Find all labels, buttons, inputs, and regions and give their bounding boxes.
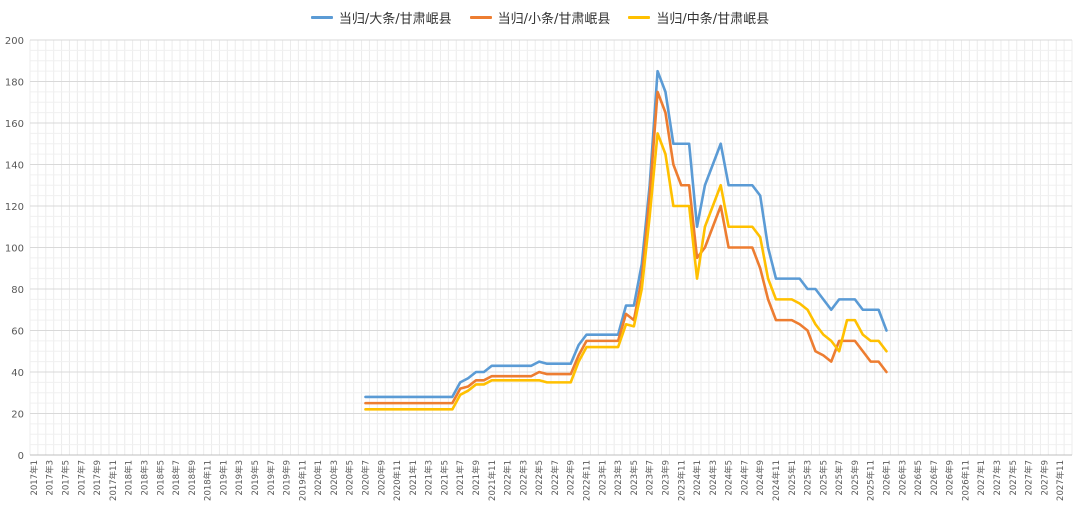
x-tick-label: 2024年11 xyxy=(771,460,782,501)
x-tick-label: 2025年5 xyxy=(818,460,829,496)
x-tick-label: 2020年9 xyxy=(376,460,387,496)
x-tick-label: 2018年11 xyxy=(203,460,214,501)
x-tick-label: 2018年1 xyxy=(124,460,135,496)
legend-item-series-3[interactable]: 当归/中条/甘肃岷县 xyxy=(628,8,769,27)
series-line-2[interactable] xyxy=(364,90,888,405)
x-tick-label: 2026年3 xyxy=(897,460,908,496)
x-tick-label: 2020年1 xyxy=(313,460,324,496)
x-tick-label: 2027年11 xyxy=(1055,460,1066,501)
legend-item-series-2[interactable]: 当归/小条/甘肃岷县 xyxy=(469,8,611,27)
x-tick-label: 2019年3 xyxy=(234,460,245,496)
x-tick-label: 2022年7 xyxy=(550,460,561,496)
x-axis: 2017年1 2017年3 2017年5 2017年7 2017年9 2017年11 201… xyxy=(29,460,1066,501)
x-tick-label: 2023年3 xyxy=(613,460,624,496)
x-tick-label: 2027年5 xyxy=(1008,460,1019,496)
x-tick-label: 2026年1 xyxy=(881,460,892,496)
legend-swatch-series-1 xyxy=(310,15,333,19)
x-tick-label: 2024年7 xyxy=(739,460,750,496)
legend: 当归/大条/甘肃岷县 当归/小条/甘肃岷县 当归/中条/甘肃岷县 xyxy=(0,6,1080,28)
legend-item-series-1[interactable]: 当归/大条/甘肃岷县 xyxy=(310,8,452,27)
x-tick-label: 2025年7 xyxy=(834,460,845,496)
series-lines xyxy=(364,69,888,411)
y-tick-label: 120 xyxy=(5,202,24,213)
x-tick-label: 2018年7 xyxy=(171,460,182,496)
y-tick-label: 80 xyxy=(11,285,24,296)
y-tick-label: 20 xyxy=(11,410,24,421)
x-tick-label: 2018年3 xyxy=(139,460,150,496)
x-tick-label: 2026年11 xyxy=(960,460,971,501)
x-tick-label: 2021年7 xyxy=(455,460,466,496)
x-tick-label: 2022年11 xyxy=(582,460,593,501)
x-tick-label: 2017年1 xyxy=(29,460,40,496)
x-tick-label: 2019年7 xyxy=(266,460,277,496)
x-tick-label: 2019年1 xyxy=(218,460,229,496)
x-tick-label: 2023年9 xyxy=(660,460,671,496)
legend-label-series-2: 当归/小条/甘肃岷县 xyxy=(497,11,611,27)
x-tick-label: 2019年11 xyxy=(297,460,308,501)
x-tick-label: 2024年1 xyxy=(692,460,703,496)
x-tick-label: 2020年11 xyxy=(392,460,403,501)
x-tick-label: 2023年5 xyxy=(629,460,640,496)
x-tick-label: 2021年9 xyxy=(471,460,482,496)
x-tick-label: 2026年5 xyxy=(913,460,924,496)
x-tick-label: 2021年1 xyxy=(408,460,419,496)
x-tick-label: 2019年9 xyxy=(282,460,293,496)
x-tick-label: 2023年11 xyxy=(676,460,687,501)
major-gridlines xyxy=(30,39,1072,456)
y-tick-label: 200 xyxy=(5,36,24,47)
x-tick-label: 2017年9 xyxy=(92,460,103,496)
x-tick-label: 2024年5 xyxy=(724,460,735,496)
x-tick-label: 2021年11 xyxy=(487,460,498,501)
x-tick-label: 2019年5 xyxy=(250,460,261,496)
legend-label-series-1: 当归/大条/甘肃岷县 xyxy=(338,11,452,27)
x-tick-label: 2025年9 xyxy=(850,460,861,496)
x-tick-label: 2023年1 xyxy=(597,460,608,496)
x-tick-label: 2022年3 xyxy=(518,460,529,496)
y-tick-label: 140 xyxy=(5,161,24,172)
x-tick-label: 2017年5 xyxy=(61,460,72,496)
x-tick-label: 2027年9 xyxy=(1039,460,1050,496)
x-tick-label: 2022年1 xyxy=(503,460,514,496)
y-tick-label: 180 xyxy=(5,78,24,89)
x-tick-label: 2017年11 xyxy=(108,460,119,501)
x-tick-label: 2027年3 xyxy=(992,460,1003,496)
legend-swatch-series-2 xyxy=(469,15,492,19)
x-tick-label: 2025年1 xyxy=(787,460,798,496)
x-tick-label: 2021年3 xyxy=(424,460,435,496)
x-tick-label: 2017年7 xyxy=(76,460,87,496)
x-tick-label: 2024年9 xyxy=(755,460,766,496)
x-tick-label: 2018年9 xyxy=(187,460,198,496)
x-tick-label: 2021年5 xyxy=(439,460,450,496)
y-tick-label: 160 xyxy=(5,119,24,130)
y-tick-label: 100 xyxy=(5,244,24,255)
x-tick-label: 2027年7 xyxy=(1024,460,1035,496)
x-tick-label: 2020年3 xyxy=(329,460,340,496)
y-axis: 0 20 40 60 80 100 120 140 160 180 200 xyxy=(5,36,24,462)
x-tick-label: 2020年7 xyxy=(360,460,371,496)
x-tick-label: 2027年1 xyxy=(976,460,987,496)
y-tick-label: 0 xyxy=(18,451,24,462)
x-tick-label: 2022年9 xyxy=(566,460,577,496)
x-tick-label: 2025年11 xyxy=(866,460,877,501)
y-tick-label: 40 xyxy=(11,368,24,379)
x-tick-label: 2018年5 xyxy=(155,460,166,496)
x-tick-label: 2022年5 xyxy=(534,460,545,496)
legend-swatch-series-3 xyxy=(628,15,651,19)
legend-label-series-3: 当归/中条/甘肃岷县 xyxy=(656,11,770,27)
series-line-1[interactable] xyxy=(364,69,888,399)
x-tick-label: 2026年7 xyxy=(929,460,940,496)
x-tick-label: 2025年3 xyxy=(803,460,814,496)
x-tick-label: 2017年3 xyxy=(45,460,56,496)
x-tick-label: 2024年3 xyxy=(708,460,719,496)
x-tick-label: 2023年7 xyxy=(645,460,656,496)
series-line-3[interactable] xyxy=(364,132,888,411)
x-tick-label: 2020年5 xyxy=(345,460,356,496)
x-tick-label: 2026年9 xyxy=(945,460,956,496)
y-tick-label: 60 xyxy=(11,327,24,338)
